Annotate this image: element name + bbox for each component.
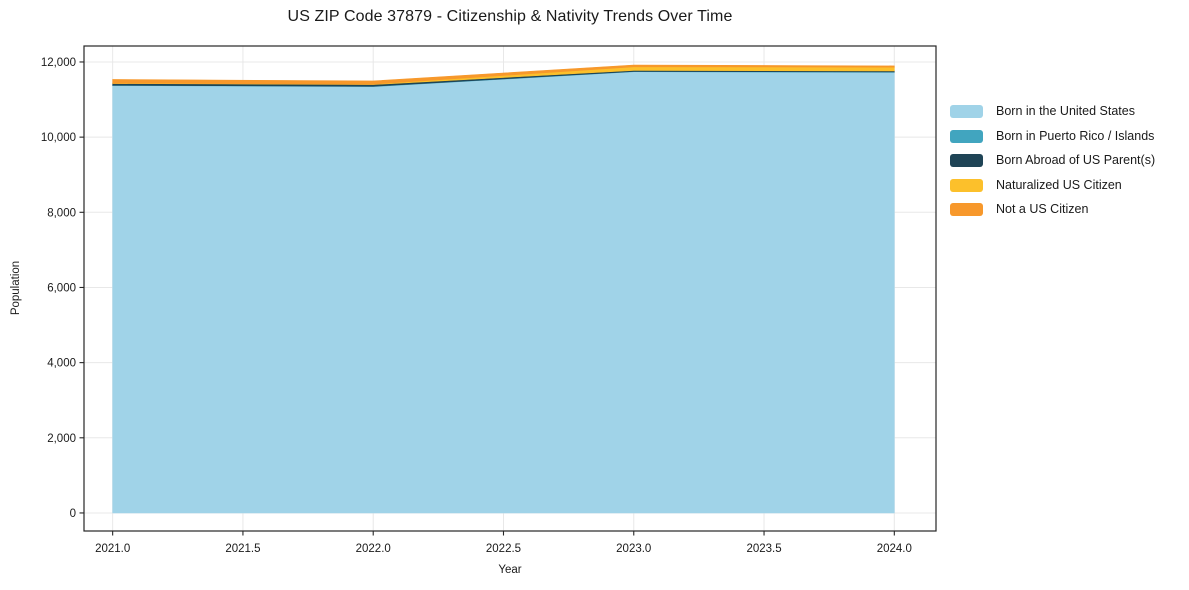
legend-swatch-naturalized-us-citizen — [950, 178, 983, 192]
x-tick-label: 2022.0 — [356, 543, 391, 555]
legend-item-naturalized-us-citizen: Naturalized US Citizen — [950, 178, 1155, 193]
legend-swatch-born-abroad-of-us-parents — [950, 154, 983, 167]
legend-item-born-abroad-of-us-parents: Born Abroad of US Parent(s) — [950, 153, 1155, 168]
legend-item-not-a-us-citizen: Not a US Citizen — [950, 202, 1155, 217]
y-tick-label: 12,000 — [41, 57, 76, 69]
area-born-in-the-united-states — [112, 71, 895, 514]
x-tick-label: 2022.5 — [486, 543, 521, 555]
legend-label: Not a US Citizen — [996, 202, 1089, 216]
chart-title: US ZIP Code 37879 - Citizenship & Nativi… — [287, 8, 733, 25]
legend-label: Born in Puerto Rico / Islands — [996, 128, 1155, 143]
area-not-a-us-citizen — [112, 64, 895, 85]
legend-label: Born Abroad of US Parent(s) — [996, 153, 1156, 167]
x-axis-label: Year — [498, 564, 522, 576]
x-tick-label: 2021.5 — [225, 543, 260, 555]
legend-item-born-in-the-united-states: Born in the United States — [950, 104, 1155, 119]
legend-item-born-in-puerto-rico-islands: Born in Puerto Rico / Islands — [950, 129, 1155, 144]
y-axis-label: Population — [10, 260, 22, 316]
legend-swatch-born-in-puerto-rico-islands — [950, 129, 983, 143]
y-tick-label: 6,000 — [47, 282, 76, 294]
x-tick-label: 2023.0 — [616, 543, 651, 555]
legend-label: Born in the United States — [996, 104, 1135, 118]
x-tick-label: 2023.5 — [746, 543, 781, 555]
x-tick-label: 2024.0 — [877, 543, 912, 555]
legend: Born in the United States Born in Puerto… — [950, 104, 1155, 217]
legend-swatch-born-in-the-united-states — [950, 105, 983, 118]
y-tick-label: 8,000 — [47, 207, 76, 219]
y-tick-label: 2,000 — [47, 433, 76, 445]
y-tick-label: 0 — [70, 508, 76, 520]
legend-label: Naturalized US Citizen — [996, 177, 1122, 192]
legend-swatch-not-a-us-citizen — [950, 203, 983, 216]
x-tick-label: 2021.0 — [95, 543, 130, 555]
plot-frame — [83, 45, 937, 532]
y-tick-label: 4,000 — [47, 358, 76, 370]
y-tick-label: 10,000 — [41, 132, 76, 144]
